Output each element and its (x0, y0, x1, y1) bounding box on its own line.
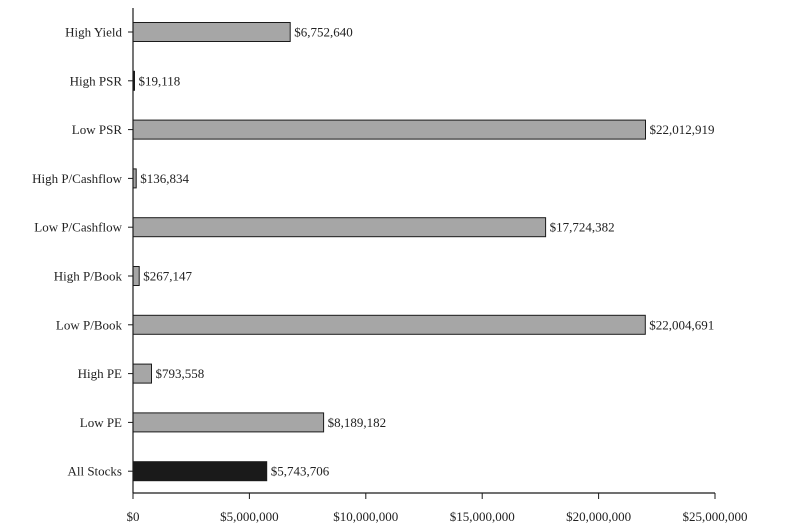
bar (132, 22, 291, 42)
bar (132, 266, 140, 286)
category-label: High Yield (65, 25, 122, 40)
bar (132, 412, 325, 433)
value-label: $8,189,182 (328, 415, 387, 430)
value-label: $17,724,382 (550, 220, 615, 235)
bar (132, 119, 646, 140)
category-label: All Stocks (67, 464, 122, 479)
category-label: High P/Book (54, 269, 123, 284)
value-label: $793,558 (156, 366, 205, 381)
bar (132, 461, 268, 482)
category-label: High PE (78, 366, 122, 381)
x-tick-label: $20,000,000 (566, 509, 631, 524)
x-tick-label: $10,000,000 (333, 509, 398, 524)
value-label: $136,834 (140, 171, 189, 186)
value-label: $22,004,691 (649, 317, 714, 332)
x-tick-label: $0 (127, 509, 140, 524)
value-label: $22,012,919 (650, 122, 715, 137)
bar (132, 363, 152, 384)
value-label: $6,752,640 (294, 25, 353, 40)
category-label: Low P/Cashflow (34, 220, 122, 235)
value-label: $5,743,706 (271, 464, 330, 479)
category-label: Low PSR (72, 122, 123, 137)
category-label: Low P/Book (56, 317, 123, 332)
x-tick-label: $25,000,000 (683, 509, 748, 524)
category-label: High P/Cashflow (32, 171, 123, 186)
x-tick-label: $15,000,000 (450, 509, 515, 524)
category-label: Low PE (80, 415, 122, 430)
x-tick-label: $5,000,000 (220, 509, 279, 524)
bar (132, 217, 547, 238)
bar (132, 314, 646, 335)
category-label: High PSR (70, 73, 123, 88)
value-label: $267,147 (143, 269, 192, 284)
value-label: $19,118 (139, 73, 181, 88)
